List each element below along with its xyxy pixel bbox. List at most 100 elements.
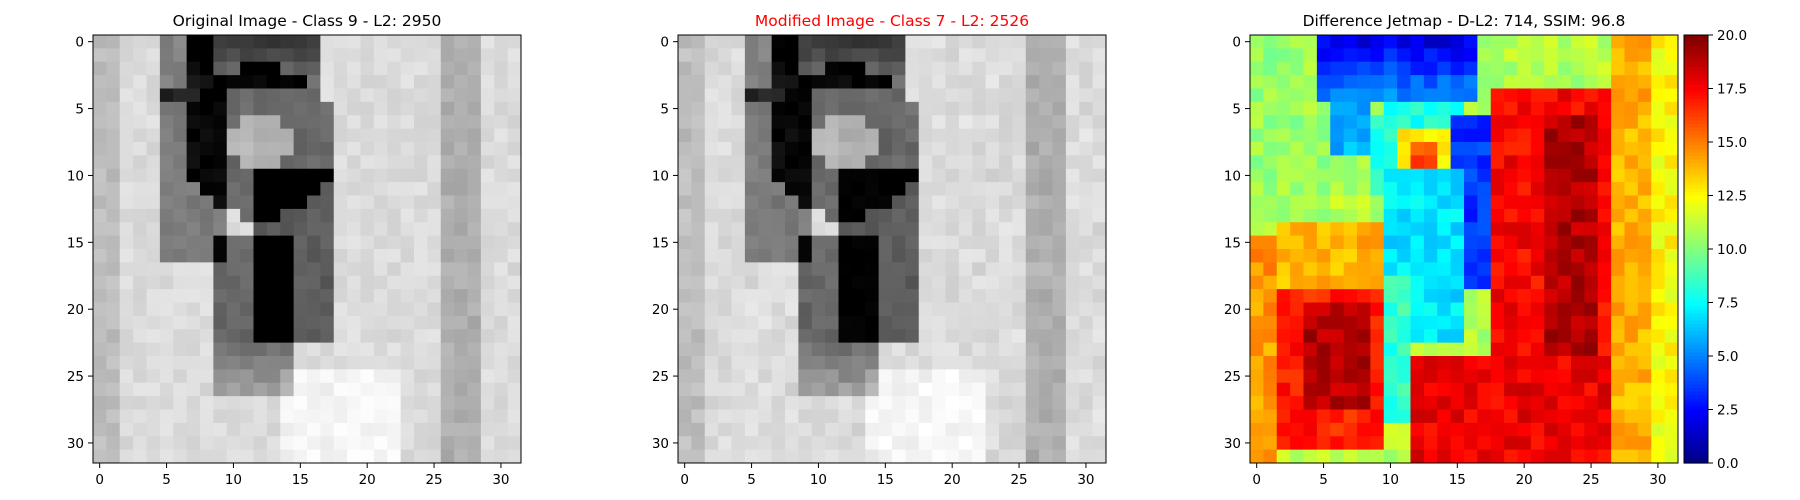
heatmap-cell [1383,315,1398,330]
heatmap-cell [838,329,853,344]
heatmap-cell [1504,88,1518,103]
colorbar-segment [1684,234,1708,239]
heatmap-cell [480,289,495,303]
heatmap-cell [838,275,853,290]
heatmap-cell [133,235,147,250]
heatmap-cell [293,329,308,344]
heatmap-cell [93,101,107,116]
heatmap-cell [200,262,214,277]
heatmap-cell [718,342,732,357]
heatmap-cell [347,315,361,330]
heatmap-cell [387,115,402,130]
heatmap-cell [106,155,121,170]
heatmap-cell [1504,142,1518,156]
heatmap-cell [454,48,468,63]
heatmap-cell [1530,436,1545,451]
heatmap-cell [1079,168,1094,183]
heatmap-cell [1450,315,1465,330]
heatmap-cell [1464,262,1478,277]
heatmap-cell [320,275,335,290]
heatmap-cell [1624,182,1639,196]
heatmap-cell [467,422,482,437]
heatmap-cell [892,168,906,183]
heatmap-cell [146,195,161,210]
heatmap-cell [320,88,335,103]
colorbar-segment [1684,430,1708,436]
heatmap-cell [333,222,348,237]
heatmap-cell [958,302,973,317]
heatmap-cell [186,329,201,344]
heatmap-cell [159,35,174,49]
heatmap-cell [1597,128,1612,143]
heatmap-cell [1039,168,1053,183]
heatmap-cell [427,48,442,63]
heatmap-cell [838,168,853,183]
heatmap-cell [1370,396,1385,410]
heatmap-cell [1651,396,1666,410]
heatmap-cell [838,35,853,49]
heatmap-cell [1092,35,1107,49]
heatmap-cell [932,195,946,210]
heatmap-cell [454,88,468,103]
heatmap-cell [1039,48,1053,63]
heatmap-cell [945,409,960,424]
heatmap-cell [480,61,495,76]
heatmap-cell [186,155,201,170]
heatmap-cell [1597,249,1612,263]
heatmap-cell [1611,168,1625,183]
heatmap-cell [347,422,361,437]
heatmap-cell [467,208,482,223]
heatmap-cell [704,356,719,370]
heatmap-cell [1330,409,1345,424]
heatmap-cell [93,142,107,156]
colorbar-segment [1684,413,1708,418]
heatmap-cell [1571,168,1585,183]
heatmap-cell [1477,128,1492,143]
heatmap-cell [678,356,692,370]
heatmap-cell [1012,101,1027,116]
heatmap-cell [213,142,228,156]
heatmap-cell [1343,35,1358,49]
heatmap-cell [932,101,946,116]
heatmap-cell [1664,168,1679,183]
heatmap-cell [1343,436,1358,451]
heatmap-cell [1504,382,1518,397]
heatmap-cell [1263,88,1278,103]
heatmap-cell [945,436,960,451]
heatmap-cell [718,302,732,317]
heatmap-cell [347,369,361,384]
heatmap-cell [744,142,759,156]
heatmap-cell [186,409,201,424]
heatmap-cell [851,449,866,464]
heatmap-cell [1557,436,1572,451]
heatmap-cell [320,48,335,63]
heatmap-cell [999,168,1013,183]
heatmap-cell [1530,88,1545,103]
heatmap-cell [373,48,388,63]
heatmap-cell [1370,115,1385,130]
y-tick-label: 5 [75,102,84,118]
heatmap-cell [106,396,121,410]
colorbar-segment [1684,191,1708,197]
heatmap-cell [133,208,147,223]
heatmap-cell [494,235,509,250]
heatmap-cell [213,436,228,451]
colorbar-segment [1684,106,1708,111]
heatmap-cell [999,356,1013,370]
heatmap-cell [427,302,442,317]
heatmap-cell [985,168,1000,183]
heatmap-cell [1065,449,1080,464]
colorbar-segment [1684,370,1708,375]
heatmap-cell [146,409,161,424]
heatmap-cell [1397,289,1411,303]
heatmap-cell [253,128,268,143]
heatmap-cell [93,275,107,290]
heatmap-cell [1611,449,1625,464]
heatmap-cell [1330,315,1345,330]
heatmap-cell [1651,369,1666,384]
heatmap-cell [1370,249,1385,263]
colorbar-segment [1684,391,1708,396]
heatmap-cell [1490,262,1505,277]
heatmap-cell [1330,182,1345,196]
heatmap-cell [1584,356,1599,370]
